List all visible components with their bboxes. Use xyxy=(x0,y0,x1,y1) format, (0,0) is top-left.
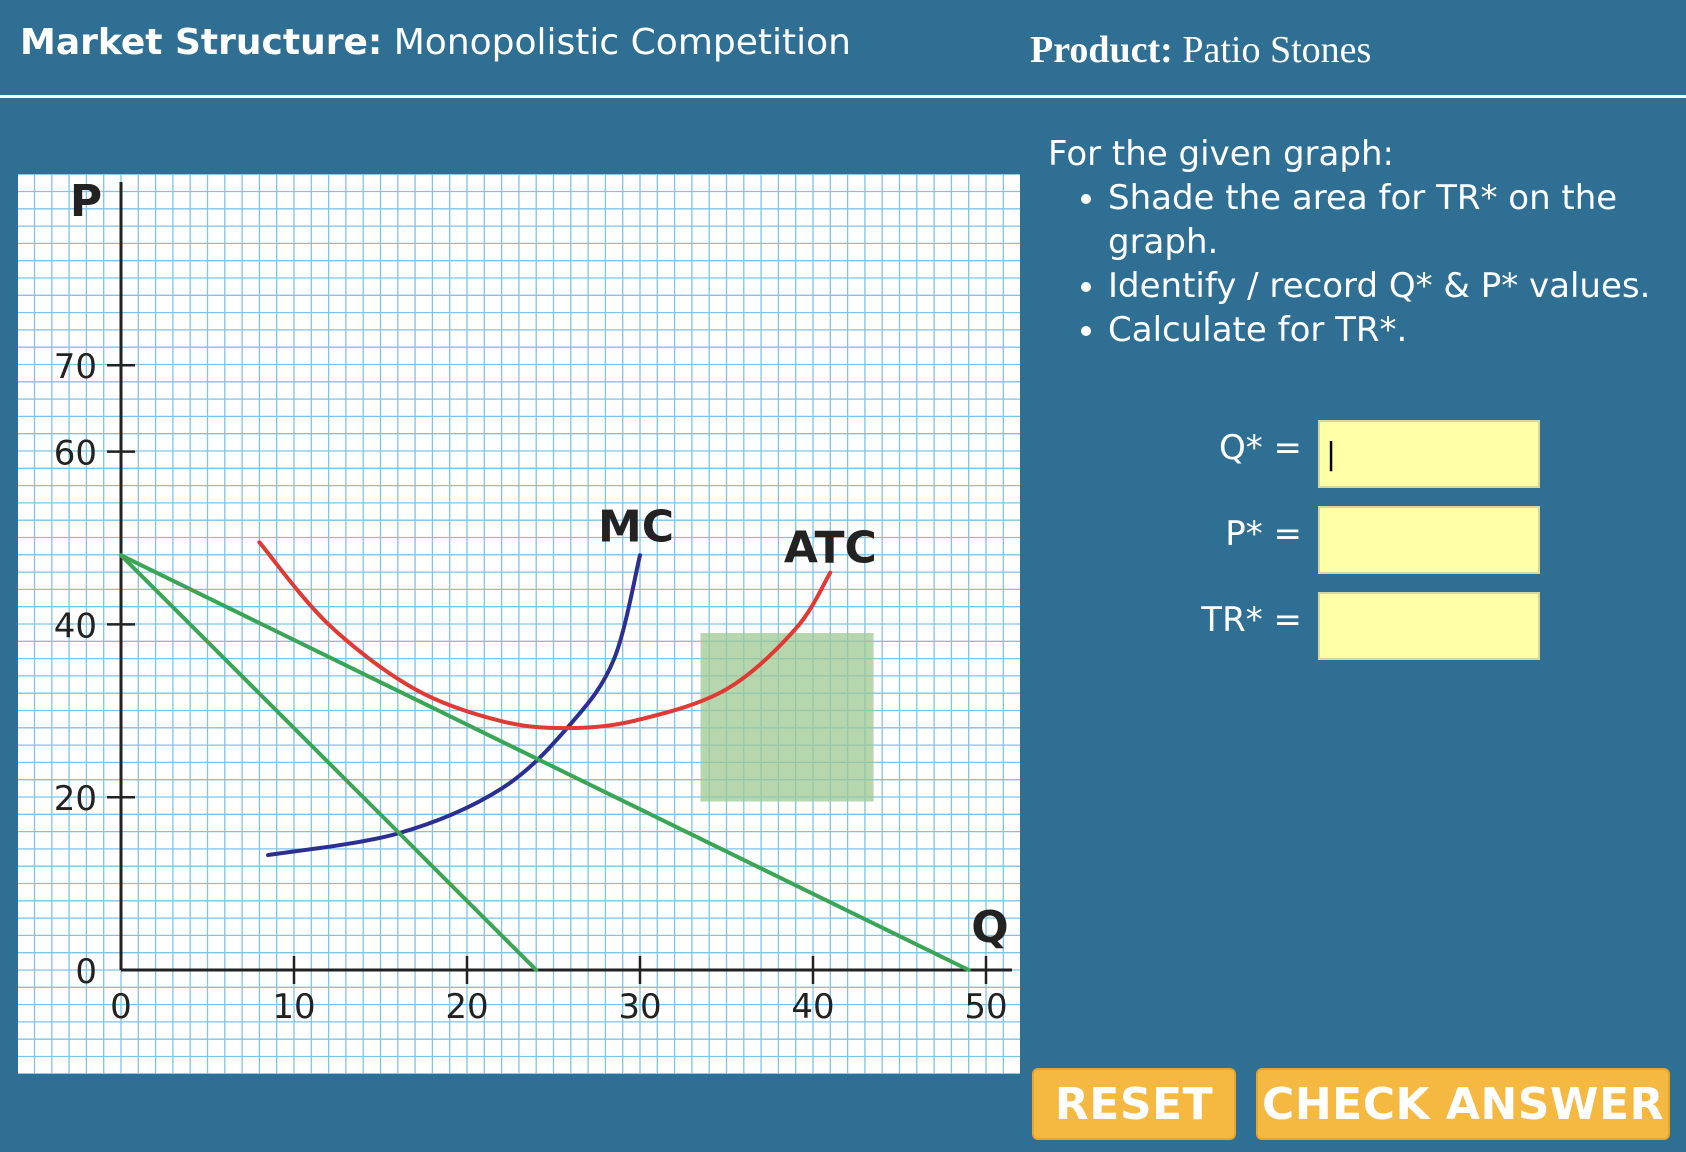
tr-star-input[interactable] xyxy=(1318,592,1540,660)
q-star-row: Q* = xyxy=(1100,418,1302,486)
check-answer-button[interactable]: CHECK ANSWER xyxy=(1256,1068,1670,1140)
y-tick-label: 60 xyxy=(54,434,97,474)
product-label: Product: xyxy=(1030,29,1173,71)
p-star-row: P* = xyxy=(1100,504,1302,572)
instruction-item: Calculate for TR*. xyxy=(1108,308,1678,352)
header: Market Structure: Monopolistic Competiti… xyxy=(0,0,1686,98)
tr-star-label: TR* = xyxy=(1201,600,1302,640)
instruction-item: Shade the area for TR* on the graph. xyxy=(1108,176,1678,264)
x-tick-label: 40 xyxy=(791,987,834,1027)
instructions-list: Shade the area for TR* on the graph. Ide… xyxy=(1048,176,1678,352)
atc-curve[interactable] xyxy=(257,540,833,731)
chart-svg[interactable]: 0 20 40 60 70 0 10 20 30 40 50 P Q MC ATC xyxy=(18,174,1020,1074)
x-tick-label: 20 xyxy=(445,987,488,1027)
y-tick-label: 40 xyxy=(54,606,97,646)
q-star-label: Q* = xyxy=(1218,428,1302,468)
x-tick-label: 30 xyxy=(618,987,661,1027)
y-tick-label: 20 xyxy=(54,779,97,819)
q-star-input[interactable] xyxy=(1318,420,1540,488)
instructions-intro: For the given graph: xyxy=(1048,134,1394,174)
demand-line[interactable] xyxy=(119,553,971,972)
mc-label: MC xyxy=(598,501,674,552)
instructions: For the given graph: Shade the area for … xyxy=(1048,132,1678,352)
x-tick-label: 10 xyxy=(272,987,315,1027)
product: Product: Patio Stones xyxy=(1030,28,1371,72)
x-axis-label: Q xyxy=(971,902,1008,953)
tr-shaded-area[interactable] xyxy=(700,633,874,802)
market-structure: Market Structure: Monopolistic Competiti… xyxy=(20,22,851,63)
instruction-item: Identify / record Q* & P* values. xyxy=(1108,264,1678,308)
market-structure-value: Monopolistic Competition xyxy=(393,22,851,63)
x-tick-label: 0 xyxy=(110,987,132,1027)
market-structure-label: Market Structure: xyxy=(20,22,383,63)
p-star-label: P* = xyxy=(1225,514,1302,554)
mr-line[interactable] xyxy=(119,553,539,972)
y-tick-label: 70 xyxy=(54,347,97,387)
y-axis-label: P xyxy=(70,176,102,227)
reset-button[interactable]: RESET xyxy=(1032,1068,1236,1140)
x-tick-label: 50 xyxy=(964,987,1007,1027)
tr-star-row: TR* = xyxy=(1100,590,1302,658)
p-star-input[interactable] xyxy=(1318,506,1540,574)
y-tick-label: 0 xyxy=(75,952,97,992)
product-value: Patio Stones xyxy=(1182,29,1372,71)
atc-label: ATC xyxy=(784,523,877,574)
mc-curve[interactable] xyxy=(266,553,642,858)
graph-panel[interactable]: 0 20 40 60 70 0 10 20 30 40 50 P Q MC ATC xyxy=(18,174,1020,1074)
